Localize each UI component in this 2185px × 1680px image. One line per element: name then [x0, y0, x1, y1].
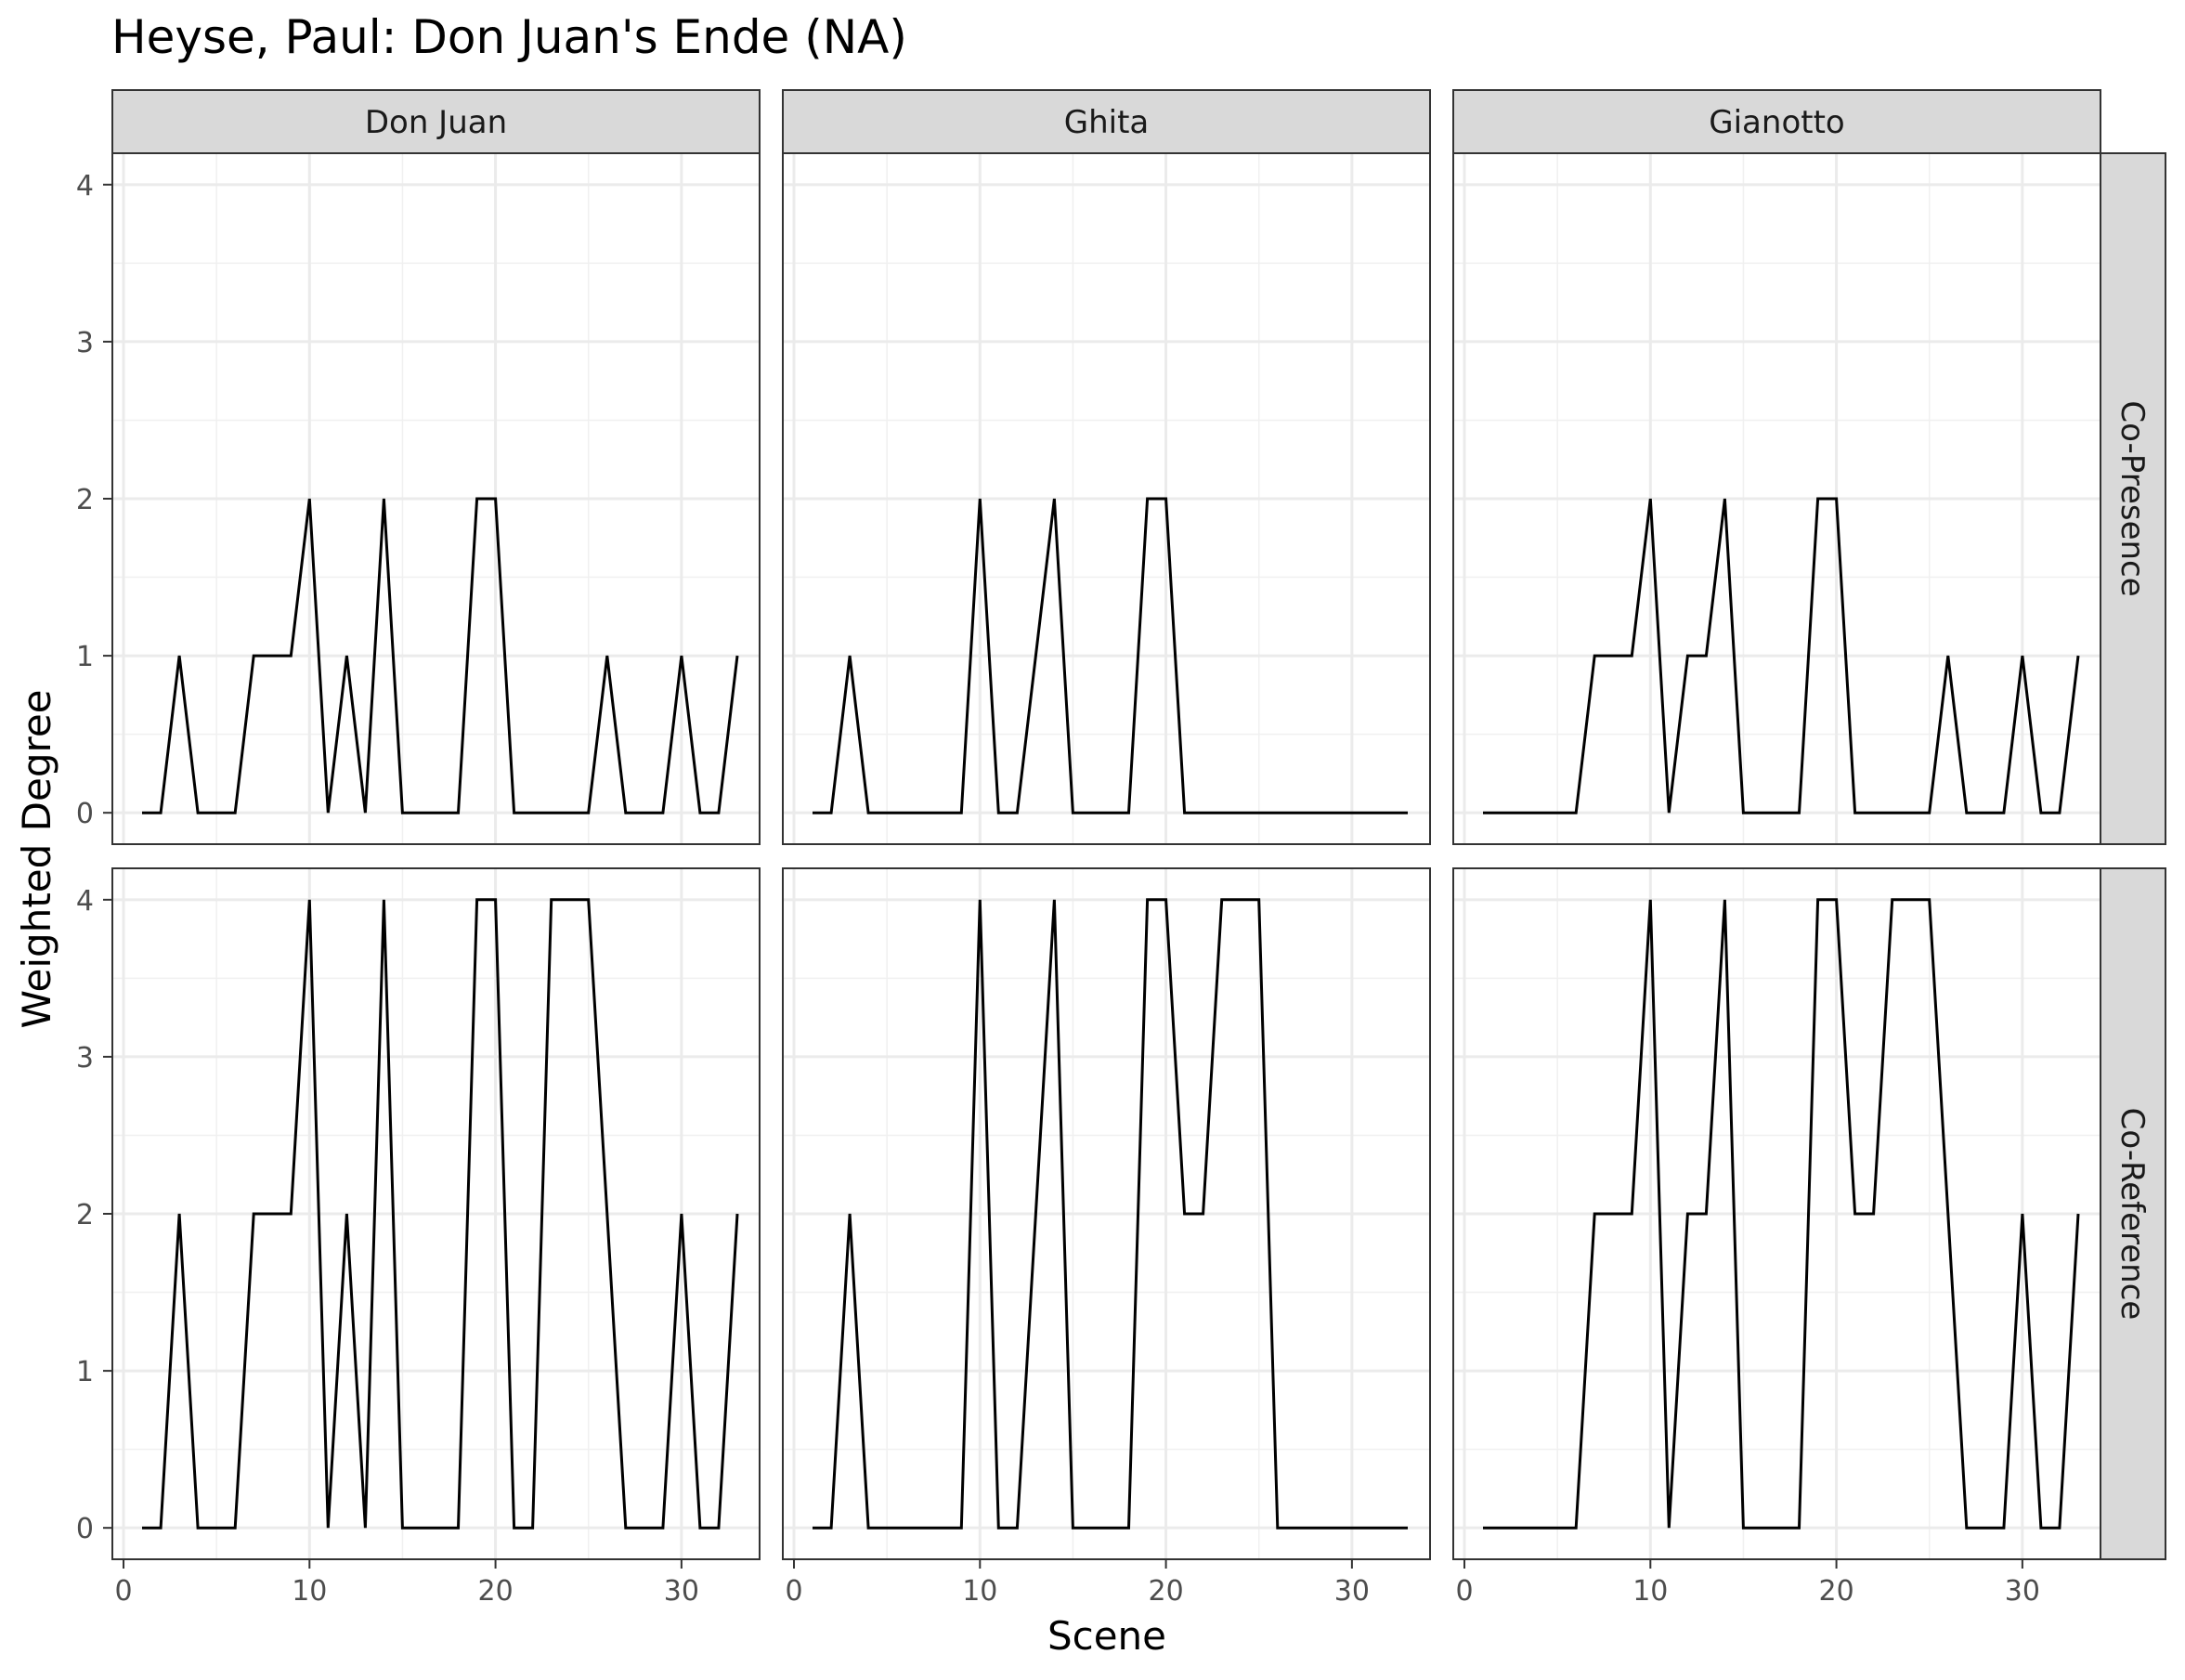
facet-strip-label: Gianotto: [1709, 104, 1844, 141]
panel-don-juan-co-presence: 0 1 2 3 4: [76, 152, 761, 845]
panel-gianotto-co-presence: [1452, 152, 2101, 845]
panel-don-juan-co-reference: 0 1 2 3 4 0 10 20 30: [76, 867, 761, 1608]
panel-border: [782, 867, 1431, 1560]
panel-border: [782, 152, 1431, 845]
x-tick-label: 30: [1334, 1575, 1370, 1608]
facet-strip-label: Co-Presence: [2113, 400, 2151, 596]
x-tick-label: 10: [292, 1575, 327, 1608]
facet-strip-don-juan: Don Juan: [111, 89, 761, 154]
facet-strip-co-presence: Co-Presence: [2100, 152, 2166, 845]
facet-strip-co-reference: Co-Reference: [2100, 867, 2166, 1560]
y-tick-label: 3: [76, 327, 94, 359]
facet-strip-label: Co-Reference: [2113, 1108, 2151, 1321]
y-tick-label: 4: [76, 885, 94, 918]
facet-strip-ghita: Ghita: [782, 89, 1431, 154]
panels-group: Don Juan Ghita Gianotto Co-Presence Co-Refer…: [76, 89, 2166, 1608]
panel-ghita-co-presence: [782, 152, 1431, 845]
panel-border: [1452, 867, 2101, 1560]
facet-strip-bg: [2100, 152, 2166, 845]
x-tick-label: 0: [1455, 1575, 1473, 1608]
series-line: [1483, 898, 2080, 1530]
x-tick-label: 10: [1632, 1575, 1668, 1608]
facet-strip-gianotto: Gianotto: [1452, 89, 2101, 154]
y-tick-label: 2: [76, 1199, 94, 1231]
series-line: [142, 898, 739, 1530]
facet-strip-bg: [111, 89, 761, 154]
facet-strip-label: Don Juan: [365, 104, 507, 141]
facet-strip-label: Ghita: [1064, 104, 1150, 141]
x-tick-label: 0: [114, 1575, 132, 1608]
x-tick-label: 30: [664, 1575, 699, 1608]
x-tick-label: 20: [1818, 1575, 1853, 1608]
y-tick-label: 0: [76, 798, 94, 830]
chart-title: Heyse, Paul: Don Juan's Ende (NA): [111, 10, 907, 64]
x-axis-title: Scene: [1047, 1613, 1166, 1659]
facet-strip-bg: [1452, 89, 2101, 154]
y-tick-label: 2: [76, 484, 94, 516]
x-tick-label: 30: [2005, 1575, 2040, 1608]
y-tick-label: 1: [76, 641, 94, 673]
x-tick-label: 20: [1148, 1575, 1183, 1608]
panel-ghita-co-reference: 0 10 20 30: [782, 867, 1431, 1608]
facet-strip-bg: [782, 89, 1431, 154]
y-tick-label: 1: [76, 1356, 94, 1388]
facet-strip-bg: [2100, 867, 2166, 1560]
y-tick-label: 3: [76, 1042, 94, 1074]
x-tick-label: 20: [477, 1575, 513, 1608]
x-tick-label: 10: [962, 1575, 997, 1608]
series-line: [142, 497, 739, 814]
y-axis-title: Weighted Degree: [14, 689, 59, 1028]
series-line: [1483, 497, 2080, 814]
series-line: [813, 497, 1408, 814]
y-tick-label: 0: [76, 1513, 94, 1545]
panel-gianotto-co-reference: 0 10 20 30: [1452, 867, 2101, 1608]
series-line: [813, 898, 1408, 1530]
y-tick-label: 4: [76, 170, 94, 202]
x-tick-label: 0: [785, 1575, 802, 1608]
panel-border: [1452, 152, 2101, 845]
